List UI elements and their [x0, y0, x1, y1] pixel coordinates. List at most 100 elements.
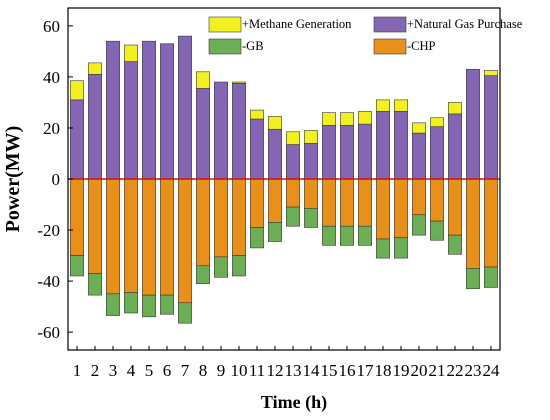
x-tick-label: 11 — [249, 361, 265, 380]
x-tick-label: 9 — [217, 361, 226, 380]
bar-chp — [448, 178, 462, 236]
x-tick-label: 20 — [411, 361, 428, 380]
bar-chp — [196, 178, 210, 267]
bar-natural-gas-purchase — [466, 68, 480, 180]
bar-natural-gas-purchase — [70, 99, 84, 180]
bar-methane-generation — [304, 130, 318, 144]
y-axis-label: Power(MW) — [2, 126, 24, 233]
x-tick-label: 17 — [357, 361, 375, 380]
bar-gb — [70, 255, 84, 277]
bar-methane-generation — [394, 99, 408, 112]
x-tick-label: 10 — [231, 361, 248, 380]
bar-chp — [124, 178, 138, 293]
bar-gb — [340, 225, 354, 246]
bar-gb — [196, 265, 210, 284]
legend-label-natural-gas-purchase: +Natural Gas Purchase — [407, 17, 523, 31]
x-tick-label: 24 — [483, 361, 501, 380]
bar-methane-generation — [322, 112, 336, 126]
bar-chp — [214, 178, 228, 258]
bar-natural-gas-purchase — [196, 88, 210, 180]
bar-gb — [232, 255, 246, 277]
legend-label-methane-generation: +Methane Generation — [242, 17, 352, 31]
bar-methane-generation — [412, 122, 426, 134]
bar-chp — [412, 178, 426, 216]
x-tick-label: 4 — [127, 361, 136, 380]
bar-gb — [178, 302, 192, 324]
x-tick-label: 14 — [303, 361, 321, 380]
bar-chp — [88, 178, 102, 274]
bar-methane-generation — [268, 116, 282, 130]
bar-chp — [394, 178, 408, 239]
bar-gb — [376, 238, 390, 259]
bar-methane-generation — [376, 99, 390, 112]
bar-chp — [430, 178, 444, 222]
bar-natural-gas-purchase — [376, 111, 390, 180]
bar-gb — [250, 227, 264, 249]
bar-gb — [412, 214, 426, 236]
bar-natural-gas-purchase — [160, 43, 174, 180]
bar-natural-gas-purchase — [250, 118, 264, 180]
bar-natural-gas-purchase — [322, 125, 336, 180]
bar-gb — [466, 268, 480, 290]
bar-methane-generation — [340, 112, 354, 126]
bar-gb — [394, 237, 408, 259]
bar-group — [70, 35, 498, 324]
y-tick-label: 0 — [52, 170, 61, 189]
x-tick-label: 19 — [393, 361, 410, 380]
x-tick-label: 7 — [181, 361, 190, 380]
bar-natural-gas-purchase — [304, 142, 318, 180]
legend-swatch-methane-generation — [208, 16, 242, 33]
legend-swatch-chp — [373, 38, 407, 55]
y-tick-label: 20 — [43, 119, 60, 138]
legend-label-gb: -GB — [242, 39, 264, 53]
bar-chp — [268, 178, 282, 223]
bar-chp — [250, 178, 264, 228]
x-tick-label: 22 — [447, 361, 464, 380]
bar-natural-gas-purchase — [340, 125, 354, 180]
bar-chp — [358, 178, 372, 227]
bar-natural-gas-purchase — [394, 111, 408, 180]
bar-chp — [178, 178, 192, 304]
bar-chp — [70, 178, 84, 256]
bar-chp — [232, 178, 246, 256]
bar-methane-generation — [88, 62, 102, 75]
x-tick-label: 21 — [429, 361, 446, 380]
x-axis-label: Time (h) — [261, 392, 327, 413]
bar-chp — [322, 178, 336, 227]
bar-natural-gas-purchase — [142, 40, 156, 180]
bar-natural-gas-purchase — [430, 126, 444, 180]
bar-gb — [214, 256, 228, 278]
bar-natural-gas-purchase — [214, 81, 228, 180]
bar-methane-generation — [70, 80, 84, 101]
legend-label-chp: -CHP — [407, 39, 436, 53]
bar-gb — [142, 294, 156, 318]
bar-gb — [358, 225, 372, 246]
bar-natural-gas-purchase — [124, 61, 138, 180]
bar-natural-gas-purchase — [178, 35, 192, 180]
y-tick-label: -40 — [37, 272, 60, 291]
bar-natural-gas-purchase — [88, 74, 102, 180]
bar-chp — [142, 178, 156, 296]
x-tick-label: 16 — [339, 361, 356, 380]
bar-methane-generation — [232, 81, 246, 84]
y-tick-label: -60 — [37, 323, 60, 342]
bar-chp — [376, 178, 390, 240]
bar-gb — [268, 222, 282, 242]
bar-methane-generation — [196, 71, 210, 89]
y-tick-label: 60 — [43, 17, 60, 36]
bar-methane-generation — [430, 117, 444, 127]
x-tick-label: 6 — [163, 361, 172, 380]
bar-chp — [466, 178, 480, 269]
x-tick-label: 5 — [145, 361, 154, 380]
bar-methane-generation — [286, 131, 300, 145]
x-tick-label: 23 — [465, 361, 482, 380]
bar-chp — [484, 178, 498, 268]
bar-gb — [106, 293, 120, 316]
bar-methane-generation — [358, 111, 372, 125]
bar-natural-gas-purchase — [268, 128, 282, 180]
bar-methane-generation — [250, 109, 264, 120]
bar-chp — [340, 178, 354, 227]
